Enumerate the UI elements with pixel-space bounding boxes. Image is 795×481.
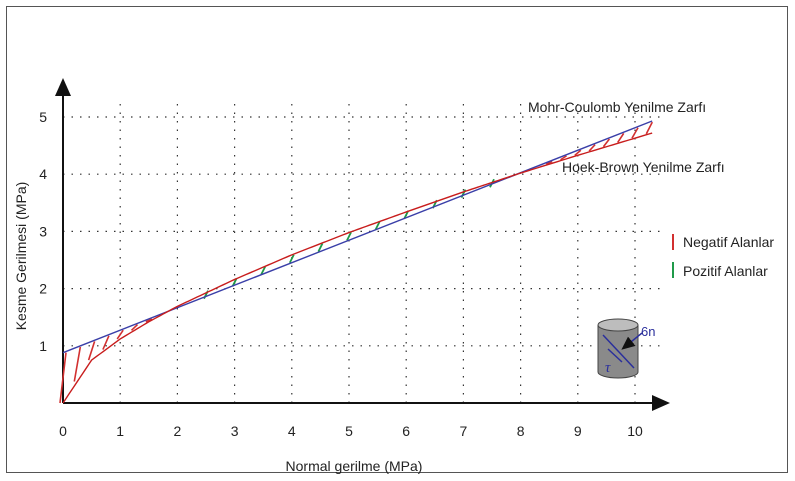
negative-hatch — [631, 127, 639, 139]
negative-hatch — [560, 155, 567, 161]
x-tick-label: 4 — [288, 423, 296, 439]
y-tick-label: 4 — [39, 166, 47, 182]
negative-hatch — [645, 121, 654, 135]
negative-hatch — [130, 323, 139, 331]
tick-labels: 0 1 2 3 4 5 6 7 8 9 10 1 2 3 4 5 — [39, 109, 643, 439]
positive-hatch — [260, 266, 267, 275]
hoek-brown-curve — [62, 132, 653, 404]
tau-symbol: τ — [605, 360, 611, 376]
negative-hatch — [617, 132, 625, 143]
sigma-n-symbol: 6n — [641, 324, 655, 339]
x-tick-label: 6 — [402, 423, 410, 439]
hoek-brown-label: Hoek-Brown Yenilme Zarfı — [562, 159, 725, 175]
negative-hatch — [73, 346, 82, 382]
envelope-lines — [62, 120, 653, 404]
x-tick-label: 8 — [517, 423, 525, 439]
negative-hatch — [102, 335, 110, 350]
y-axis-label: Kesme Gerilmesi (MPa) — [13, 182, 29, 331]
y-tick-label: 2 — [39, 281, 47, 297]
y-tick-label: 3 — [39, 223, 47, 239]
x-tick-label: 5 — [345, 423, 353, 439]
positive-hatch — [374, 221, 381, 231]
shear-stress-arrow — [607, 348, 623, 363]
positive-hatch — [288, 254, 295, 264]
y-tick-label: 1 — [39, 338, 47, 354]
negative-hatch — [87, 341, 96, 361]
x-tick-label: 3 — [231, 423, 239, 439]
x-axis-label: Normal gerilme (MPa) — [286, 458, 423, 474]
negative-hatch — [545, 160, 553, 165]
x-tick-label: 1 — [116, 423, 124, 439]
negative-hatch — [59, 352, 67, 404]
positive-hatch — [317, 243, 324, 252]
mohr-coulomb-line — [62, 120, 653, 354]
x-tick-label: 7 — [460, 423, 468, 439]
y-tick-label: 5 — [39, 109, 47, 125]
x-tick-label: 9 — [574, 423, 582, 439]
normal-stress-arrow — [621, 332, 643, 350]
positive-hatch — [346, 231, 352, 241]
mohr-coulomb-label: Mohr-Coulomb Yenilme Zarfı — [528, 99, 706, 115]
x-tick-label: 0 — [59, 423, 67, 439]
negative-hatch — [145, 318, 153, 323]
negative-hatch — [574, 149, 582, 156]
axes — [55, 78, 670, 411]
negative-hatch — [588, 144, 596, 152]
grid — [63, 99, 664, 403]
x-tick-label: 10 — [627, 423, 643, 439]
negative-hatch — [116, 329, 124, 340]
legend-negative-label: Negatif Alanlar — [683, 234, 774, 250]
legend-positive-label: Pozitif Alanlar — [683, 263, 768, 279]
cylinder-specimen-icon: 6n τ — [597, 318, 655, 379]
negative-hatch — [602, 138, 611, 148]
legend: Negatif Alanlar Pozitif Alanlar — [672, 234, 774, 279]
x-tick-label: 2 — [174, 423, 182, 439]
